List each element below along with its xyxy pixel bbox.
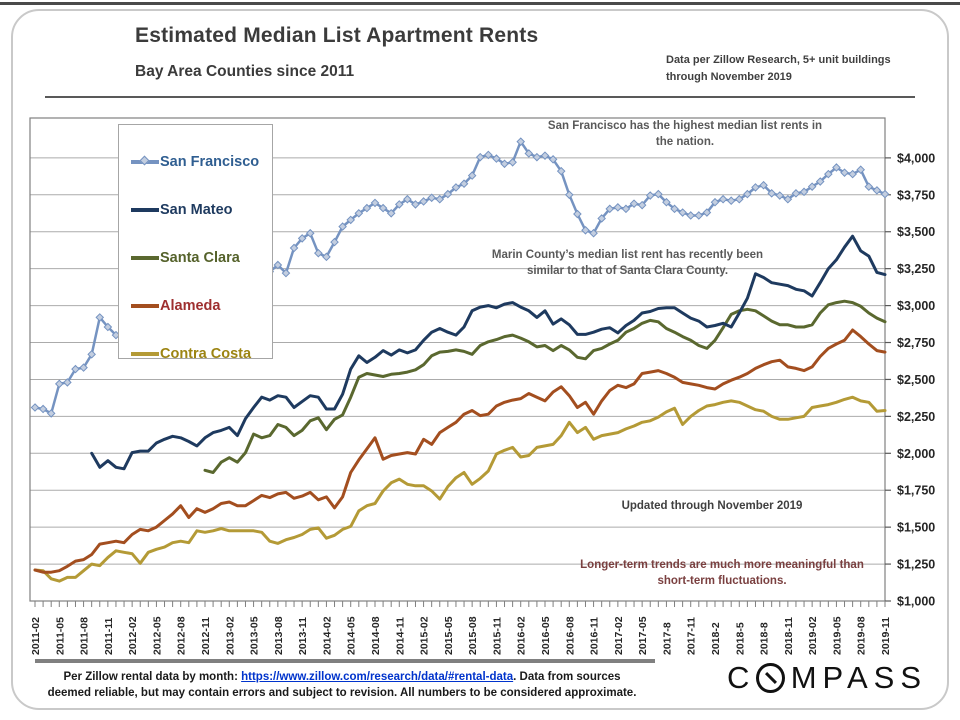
svg-text:2016-05: 2016-05 bbox=[540, 616, 552, 655]
footer-text-prefix: Per Zillow rental data by month: bbox=[63, 671, 242, 683]
svg-text:2019-11: 2019-11 bbox=[880, 617, 892, 655]
contra-costa-line-swatch bbox=[131, 352, 159, 356]
svg-text:2018-11: 2018-11 bbox=[783, 617, 795, 655]
svg-text:2017-05: 2017-05 bbox=[637, 616, 649, 655]
svg-text:$4,000: $4,000 bbox=[897, 151, 935, 165]
annotation-updated-through: Updated through November 2019 bbox=[621, 500, 803, 512]
legend-label: Contra Costa bbox=[160, 346, 252, 362]
zillow-data-link[interactable]: https://www.zillow.com/research/data/#re… bbox=[241, 671, 514, 683]
svg-text:2016-11: 2016-11 bbox=[589, 617, 601, 655]
legend-item-santa-clara: Santa Clara bbox=[119, 234, 272, 282]
svg-text:$2,250: $2,250 bbox=[897, 410, 935, 424]
svg-text:2013-02: 2013-02 bbox=[224, 616, 236, 655]
legend-item-san-mateo: San Mateo bbox=[119, 186, 272, 234]
page-title: Estimated Median List Apartment Rents bbox=[135, 24, 539, 47]
data-source-note: Data per Zillow Research, 5+ unit buildi… bbox=[666, 54, 891, 84]
svg-text:2012-05: 2012-05 bbox=[151, 616, 163, 655]
svg-text:2014-11: 2014-11 bbox=[394, 617, 406, 655]
compass-logo: C MPASS bbox=[727, 660, 927, 695]
legend-item-alameda: Alameda bbox=[119, 282, 272, 330]
svg-text:2014-08: 2014-08 bbox=[370, 616, 382, 655]
svg-text:2011-05: 2011-05 bbox=[54, 617, 66, 655]
chart-legend: San Francisco San Mateo Santa Clara Alam… bbox=[118, 124, 273, 362]
annotation-long-term-trends: Longer-term trends are much more meaning… bbox=[580, 559, 864, 587]
svg-text:$1,000: $1,000 bbox=[897, 595, 935, 609]
svg-text:2011-08: 2011-08 bbox=[79, 617, 91, 655]
page-subtitle: Bay Area Counties since 2011 bbox=[135, 63, 355, 80]
svg-text:2018-8: 2018-8 bbox=[759, 622, 771, 655]
svg-text:$3,000: $3,000 bbox=[897, 299, 935, 313]
svg-text:$1,750: $1,750 bbox=[897, 484, 935, 498]
svg-text:2017-11: 2017-11 bbox=[686, 617, 698, 655]
svg-text:2017-8: 2017-8 bbox=[661, 622, 673, 655]
svg-text:2018-2: 2018-2 bbox=[710, 622, 722, 655]
alameda-line-swatch bbox=[131, 304, 159, 308]
svg-text:$3,500: $3,500 bbox=[897, 225, 935, 239]
svg-text:$2,750: $2,750 bbox=[897, 336, 935, 350]
svg-text:2012-02: 2012-02 bbox=[127, 616, 139, 655]
legend-item-contra-costa: Contra Costa bbox=[119, 330, 272, 378]
santa-clara-line-swatch bbox=[131, 256, 159, 260]
legend-label: San Mateo bbox=[160, 202, 233, 218]
footer-text-suffix: . Data from sources bbox=[513, 671, 621, 683]
svg-text:2015-02: 2015-02 bbox=[419, 616, 431, 655]
footer-divider bbox=[35, 659, 655, 663]
svg-text:2012-11: 2012-11 bbox=[200, 617, 212, 655]
annotation-sf-highest: San Francisco has the highest median lis… bbox=[547, 120, 823, 148]
svg-text:2017-02: 2017-02 bbox=[613, 616, 625, 655]
legend-label: Alameda bbox=[160, 298, 221, 314]
footer-disclaimer: Per Zillow rental data by month: https:/… bbox=[22, 669, 662, 701]
svg-text:2018-5: 2018-5 bbox=[734, 622, 746, 655]
svg-text:2014-05: 2014-05 bbox=[346, 616, 358, 655]
legend-label: Santa Clara bbox=[160, 250, 240, 266]
svg-text:2013-08: 2013-08 bbox=[273, 616, 285, 655]
svg-text:$1,250: $1,250 bbox=[897, 558, 935, 572]
svg-text:$3,250: $3,250 bbox=[897, 262, 935, 276]
annotation-marin-note: Marin County’s median list rent has rece… bbox=[491, 249, 764, 277]
svg-text:2019-05: 2019-05 bbox=[831, 616, 843, 655]
svg-text:2016-08: 2016-08 bbox=[564, 616, 576, 655]
svg-text:2016-02: 2016-02 bbox=[516, 616, 528, 655]
svg-text:2019-02: 2019-02 bbox=[807, 616, 819, 655]
svg-text:2015-08: 2015-08 bbox=[467, 616, 479, 655]
svg-text:$1,500: $1,500 bbox=[897, 521, 935, 535]
compass-o-mark-icon bbox=[756, 663, 785, 693]
san-mateo-line-swatch bbox=[131, 208, 159, 212]
top-border-line bbox=[0, 2, 960, 5]
svg-text:2014-02: 2014-02 bbox=[321, 616, 333, 655]
svg-text:2011-11: 2011-11 bbox=[103, 617, 115, 655]
legend-label: San Francisco bbox=[160, 154, 260, 170]
svg-text:2019-08: 2019-08 bbox=[856, 616, 868, 655]
svg-text:2011-02: 2011-02 bbox=[30, 617, 42, 655]
footer-text-line2: deemed reliable, but may contain errors … bbox=[47, 687, 637, 700]
svg-text:2015-05: 2015-05 bbox=[443, 616, 455, 655]
diamond-marker-icon bbox=[139, 155, 150, 166]
svg-text:$2,000: $2,000 bbox=[897, 447, 935, 461]
svg-text:2015-11: 2015-11 bbox=[491, 617, 503, 655]
svg-text:$2,500: $2,500 bbox=[897, 373, 935, 387]
svg-text:$3,750: $3,750 bbox=[897, 188, 935, 202]
legend-item-san-francisco: San Francisco bbox=[119, 138, 272, 186]
san-francisco-line-swatch bbox=[131, 155, 159, 166]
svg-text:2013-05: 2013-05 bbox=[249, 616, 261, 655]
svg-text:2012-08: 2012-08 bbox=[176, 616, 188, 655]
header-divider bbox=[45, 96, 915, 98]
svg-text:2013-11: 2013-11 bbox=[297, 617, 309, 655]
